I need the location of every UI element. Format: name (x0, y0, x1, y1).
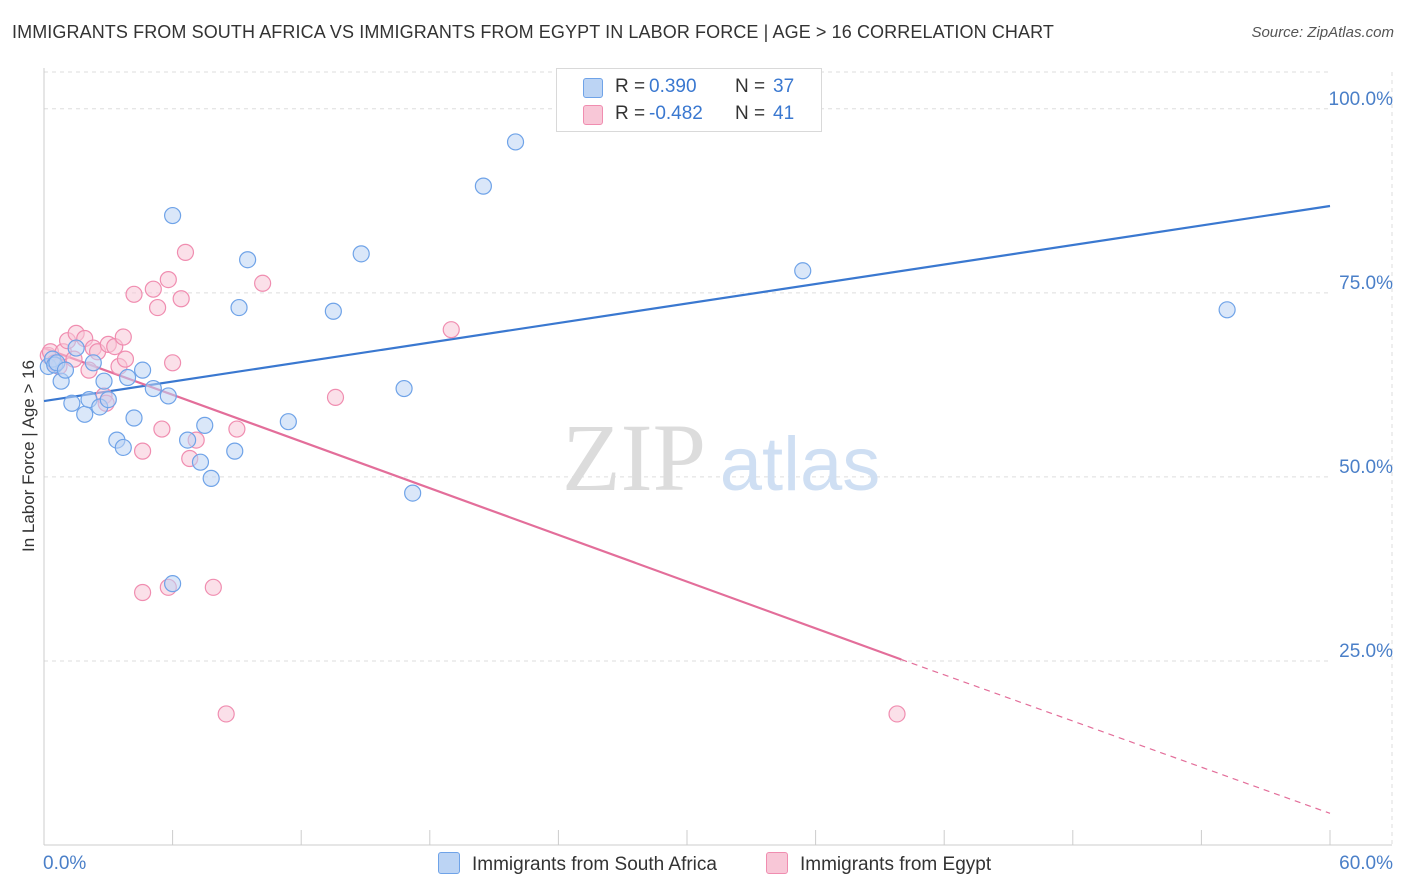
data-point-south-africa (99, 391, 117, 409)
y-tick-label: 75.0% (1339, 273, 1393, 294)
data-point-egypt (148, 298, 167, 317)
data-point-south-africa (133, 361, 152, 379)
data-point-south-africa (56, 361, 75, 379)
data-point-south-africa (226, 442, 244, 460)
legend-swatch-blue (583, 78, 603, 98)
bottom-legend-south-africa: Immigrants from South Africa (438, 852, 717, 876)
data-point-egypt (114, 328, 132, 346)
tick-labels: 25.0% 50.0% 75.0% 100.0% 0.0% 60.0% (43, 89, 1393, 874)
data-point-egypt (254, 274, 272, 292)
legend-r-label: R = (615, 103, 646, 124)
data-point-south-africa (239, 251, 257, 269)
bottom-legend-swatch-pink (766, 852, 788, 874)
data-point-egypt (159, 271, 177, 289)
axes (43, 68, 1392, 846)
watermark-zip: ZIP (562, 404, 706, 511)
data-point-south-africa (67, 339, 85, 357)
data-point-south-africa (202, 469, 220, 487)
legend-n-value: 37 (773, 76, 795, 97)
y-tick-label: 25.0% (1339, 641, 1393, 662)
trend-line-egypt-extension (901, 658, 1331, 814)
bottom-legend-label: Immigrants from South Africa (472, 854, 717, 875)
data-point-egypt (442, 321, 460, 339)
bottom-legend-label: Immigrants from Egypt (800, 854, 992, 875)
data-point-egypt (144, 280, 162, 298)
data-point-south-africa (63, 394, 81, 412)
data-point-egypt (133, 583, 152, 602)
data-point-south-africa (179, 431, 197, 449)
watermark-atlas: atlas (720, 422, 881, 507)
data-point-egypt (153, 420, 171, 438)
data-point-egypt (164, 354, 182, 372)
legend-r-value: -0.482 (649, 103, 703, 124)
data-points (39, 133, 1236, 723)
grid-lines (44, 71, 1393, 845)
data-point-egypt (172, 290, 190, 308)
data-point-south-africa (144, 379, 162, 398)
data-point-egypt (326, 388, 345, 406)
legend-n-value: 41 (773, 103, 795, 124)
trend-line-egypt (43, 347, 902, 661)
data-point-south-africa (506, 133, 525, 151)
bottom-legend-egypt: Immigrants from Egypt (766, 852, 991, 876)
watermark: ZIP atlas (562, 404, 880, 511)
data-point-egypt (133, 442, 152, 460)
data-point-south-africa (164, 575, 182, 593)
data-point-south-africa (474, 177, 492, 195)
data-point-south-africa (279, 413, 297, 431)
bottom-legend-swatch-blue (438, 852, 460, 874)
source-label: Source: ZipAtlas.com (1251, 24, 1394, 41)
legend-n-label: N = (735, 76, 766, 97)
data-point-south-africa (230, 298, 248, 317)
data-point-south-africa (395, 379, 413, 398)
data-point-south-africa (324, 302, 342, 320)
data-point-south-africa (159, 387, 177, 405)
data-point-south-africa (191, 453, 210, 471)
data-point-egypt (217, 705, 235, 723)
data-point-egypt (228, 420, 246, 438)
y-tick-label: 100.0% (1329, 89, 1394, 110)
x-tick-label: 60.0% (1339, 853, 1393, 874)
data-point-south-africa (404, 484, 422, 502)
data-point-south-africa (114, 438, 132, 457)
data-point-south-africa (76, 405, 94, 423)
data-point-egypt (125, 285, 143, 303)
legend-r-value: 0.390 (649, 76, 697, 97)
y-tick-label: 50.0% (1339, 457, 1393, 478)
data-point-south-africa (95, 372, 113, 390)
y-axis-label: In Labor Force | Age > 16 (19, 360, 38, 552)
data-point-egypt (176, 243, 195, 261)
data-point-south-africa (125, 409, 143, 427)
legend-r-label: R = (615, 76, 646, 97)
data-point-south-africa (794, 262, 812, 280)
data-point-egypt (204, 578, 222, 596)
data-point-south-africa (1218, 301, 1236, 319)
trend-line-south-africa (43, 204, 1331, 403)
chart-title: IMMIGRANTS FROM SOUTH AFRICA VS IMMIGRAN… (12, 22, 1055, 42)
data-point-south-africa (118, 368, 137, 387)
data-point-south-africa (196, 416, 214, 434)
data-point-egypt (888, 705, 906, 723)
x-tick-label: 0.0% (43, 853, 86, 874)
trend-lines (43, 204, 1331, 814)
data-point-south-africa (84, 354, 102, 372)
correlation-legend: R = 0.390 N = 37 R = -0.482 N = 41 (556, 68, 822, 132)
legend-n-label: N = (735, 103, 766, 124)
data-point-south-africa (164, 206, 182, 225)
legend-swatch-pink (583, 105, 603, 125)
data-point-south-africa (352, 245, 370, 263)
data-point-egypt (116, 350, 135, 368)
